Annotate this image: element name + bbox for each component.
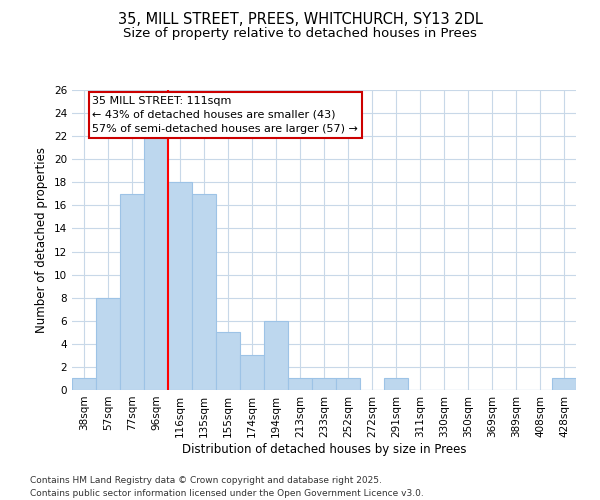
Text: Size of property relative to detached houses in Prees: Size of property relative to detached ho… [123,28,477,40]
Bar [72,378,96,390]
Bar [288,378,312,390]
Bar [192,194,216,390]
X-axis label: Distribution of detached houses by size in Prees: Distribution of detached houses by size … [182,442,466,456]
Bar [144,136,168,390]
Bar [120,194,144,390]
Bar [168,182,192,390]
Bar [264,321,288,390]
Text: 35, MILL STREET, PREES, WHITCHURCH, SY13 2DL: 35, MILL STREET, PREES, WHITCHURCH, SY13… [118,12,482,28]
Bar [384,378,408,390]
Text: Contains HM Land Registry data © Crown copyright and database right 2025.
Contai: Contains HM Land Registry data © Crown c… [30,476,424,498]
Bar [216,332,240,390]
Bar [240,356,264,390]
Bar [312,378,336,390]
Text: 35 MILL STREET: 111sqm
← 43% of detached houses are smaller (43)
57% of semi-det: 35 MILL STREET: 111sqm ← 43% of detached… [92,96,358,134]
Bar [552,378,576,390]
Bar [336,378,360,390]
Bar [96,298,120,390]
Y-axis label: Number of detached properties: Number of detached properties [35,147,49,333]
